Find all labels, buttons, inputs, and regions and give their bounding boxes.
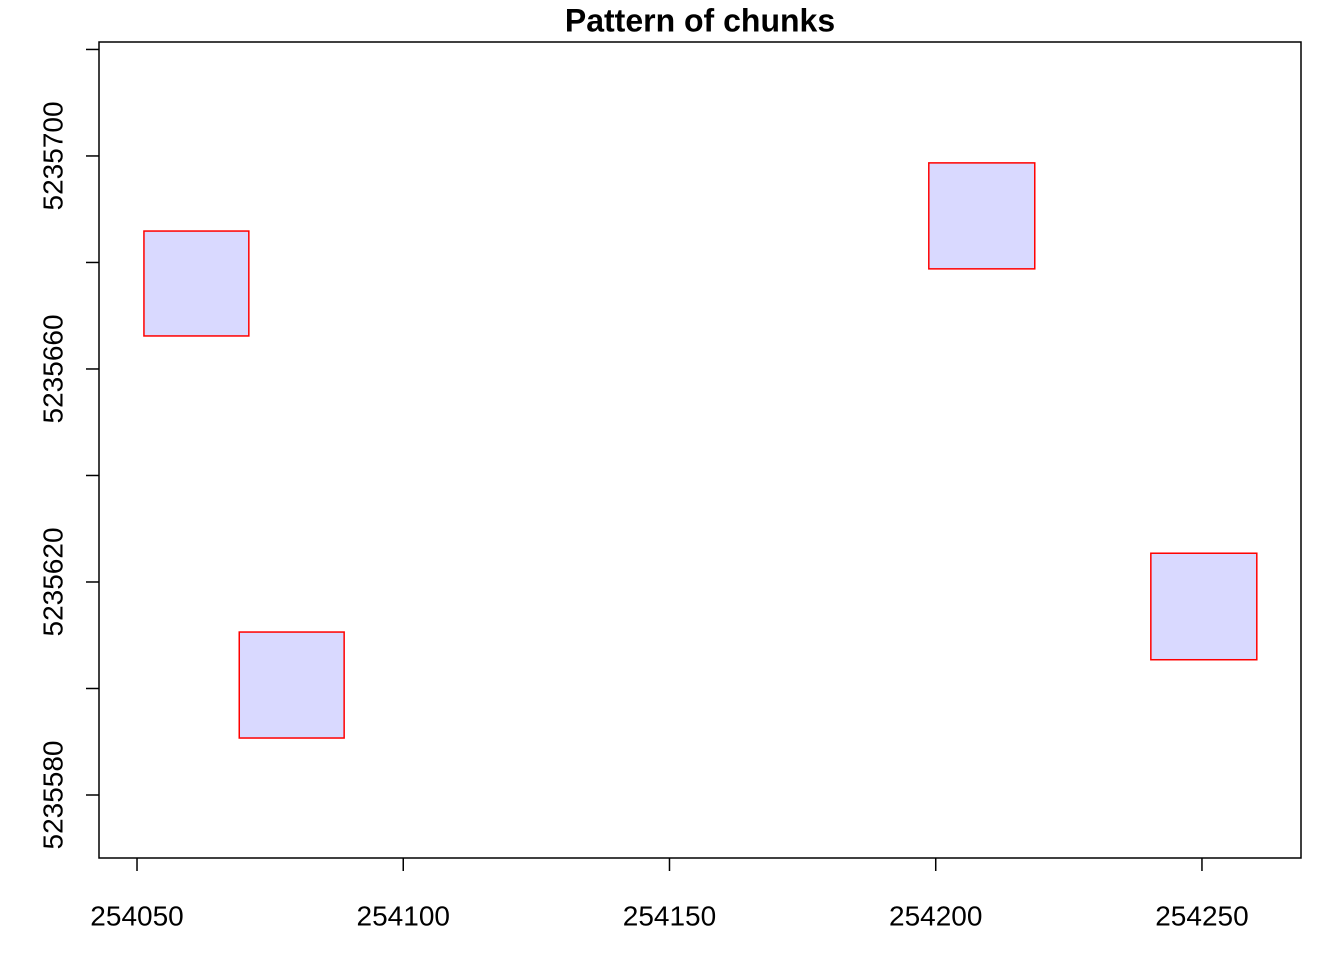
x-tick-label: 254150 (623, 900, 716, 931)
y-tick-label: 5235700 (37, 101, 68, 210)
chunk (238, 631, 345, 739)
chunk (928, 162, 1036, 270)
chunk (1150, 552, 1258, 661)
x-tick-label: 254100 (357, 900, 450, 931)
chart-title: Pattern of chunks (565, 2, 835, 38)
x-tick-label: 254250 (1155, 900, 1248, 931)
y-tick-label: 5235660 (37, 314, 68, 423)
x-tick-label: 254200 (889, 900, 982, 931)
chunk (143, 230, 250, 337)
plot-box (98, 41, 1302, 859)
y-tick-label: 5235580 (37, 740, 68, 849)
y-tick-label: 5235620 (37, 527, 68, 636)
x-tick-label: 254050 (90, 900, 183, 931)
